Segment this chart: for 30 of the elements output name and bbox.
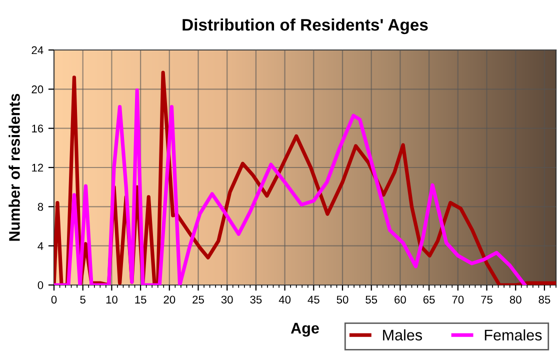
- x-tick-label: 5: [80, 296, 86, 304]
- x-tick-label: 0: [51, 296, 57, 304]
- x-tick-label: 60: [394, 296, 406, 304]
- y-tick-label: 12: [32, 164, 44, 172]
- legend-label: Males: [383, 329, 422, 341]
- x-tick-label: 20: [164, 296, 176, 304]
- x-tick-label: 85: [538, 296, 550, 304]
- x-tick-label: 35: [250, 296, 262, 304]
- chart-title: Distribution of Residents' Ages: [182, 18, 428, 34]
- y-tick-label: 16: [32, 124, 44, 132]
- x-tick-label: 50: [336, 296, 348, 304]
- x-tick-label: 30: [221, 296, 233, 304]
- x-tick-label: 15: [135, 296, 146, 304]
- x-tick-label: 10: [106, 296, 118, 304]
- y-axis-title: Number of residents: [8, 94, 20, 241]
- y-tick-label: 24: [32, 46, 44, 54]
- legend-label: Females: [484, 329, 542, 341]
- x-axis-title: Age: [290, 322, 319, 337]
- y-tick-label: 4: [38, 242, 44, 250]
- x-tick-label: 75: [481, 296, 492, 304]
- x-tick-label: 45: [308, 296, 320, 304]
- y-tick-label: 8: [38, 202, 44, 211]
- x-tick-label: 80: [510, 296, 522, 304]
- x-tick-label: 70: [452, 296, 464, 304]
- x-tick-label: 40: [278, 296, 291, 304]
- y-tick-label: 0: [38, 281, 44, 290]
- y-tick-label: 20: [32, 85, 44, 94]
- x-tick-label: 25: [192, 296, 204, 304]
- x-tick-label: 55: [366, 296, 378, 304]
- x-tick-label: 65: [423, 296, 435, 304]
